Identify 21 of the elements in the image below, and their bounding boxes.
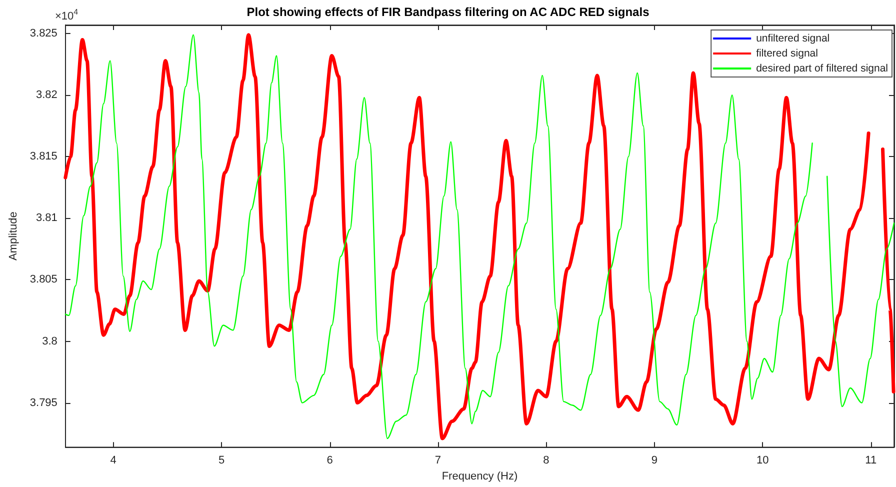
y-axis-title: Amplitude: [8, 212, 20, 261]
chart-title: Plot showing effects of FIR Bandpass filtering on AC ADC RED signals: [246, 5, 650, 19]
x-tick-label: 11: [865, 454, 877, 467]
y-tick-label: 3.805: [30, 274, 58, 286]
x-tick-label: 8: [543, 454, 550, 467]
legend-label: desired part of filtered signal: [756, 62, 888, 74]
legend-label: unfiltered signal: [756, 32, 830, 44]
y-tick-label: 3.8: [42, 335, 58, 348]
x-tick-label: 7: [434, 454, 442, 467]
y-tick-label: 3.81: [36, 212, 58, 224]
x-tick-label: 4: [110, 454, 116, 467]
x-tick-label: 10: [756, 454, 769, 467]
x-axis-title: Frequency (Hz): [442, 470, 518, 482]
x-tick-label: 9: [651, 454, 658, 467]
y-tick-label: 3.815: [30, 150, 58, 163]
y-tick-label: 3.795: [30, 396, 58, 409]
x-tick-label: 5: [218, 454, 225, 467]
x-tick-label: 6: [326, 454, 333, 467]
y-tick-label: 3.82: [36, 89, 58, 102]
legend-label: filtered signal: [756, 48, 818, 60]
y-tick-label: 3.825: [30, 28, 58, 40]
